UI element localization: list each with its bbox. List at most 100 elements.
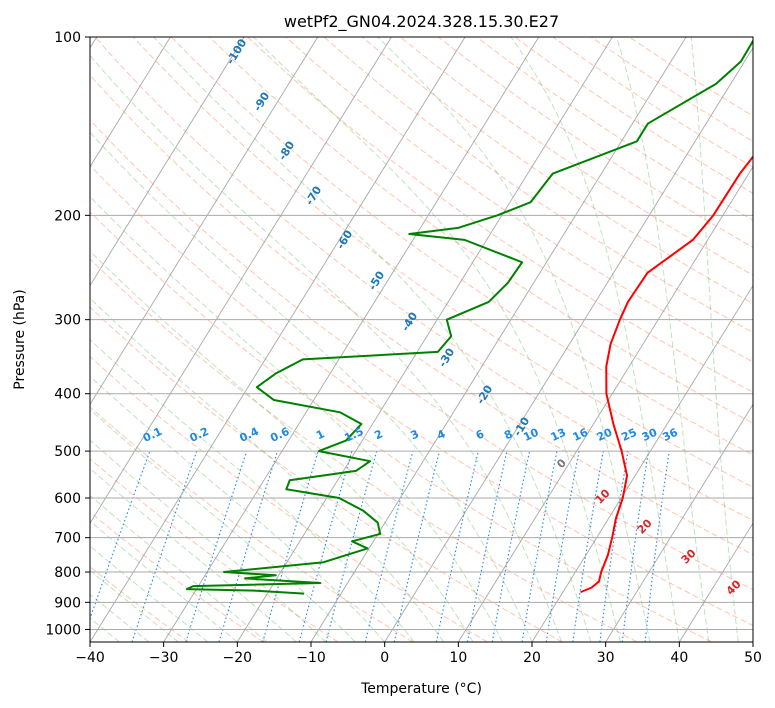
- dry-adiabat-line: [90, 458, 339, 642]
- dry-adiabat-line: [90, 211, 712, 642]
- moist-adiabat-line: [90, 520, 238, 642]
- chart-title: wetPf2_GN04.2024.328.15.30.E27: [284, 12, 559, 32]
- y-tick-label: 500: [54, 444, 81, 460]
- temperature-profile-line: [580, 155, 753, 594]
- x-axis: −40 −30 −20 −10 0 10 20 30 40 50: [75, 642, 762, 666]
- moist-adiabat-line: [510, 37, 680, 642]
- mixing-ratio-label: 10: [521, 426, 541, 444]
- x-axis-title: Temperature (°C): [360, 681, 482, 697]
- mixing-ratio-label: 0.1: [141, 425, 164, 445]
- y-tick-label: 700: [54, 531, 81, 547]
- isotherms: [90, 37, 753, 642]
- moist-adiabat-label: 0: [554, 456, 569, 471]
- mixing-ratio-line: [325, 450, 378, 642]
- mixing-ratio-line: [298, 450, 353, 642]
- isotherm-line: [678, 522, 753, 642]
- mixing-ratio-line: [621, 451, 650, 642]
- y-tick-label: 600: [54, 491, 81, 507]
- y-axis: 100 200 300 400 500 600 700 800 900 1000: [45, 30, 90, 638]
- moist-adiabat-line: [90, 54, 562, 642]
- y-tick-label: 100: [54, 30, 81, 46]
- isotherm-line: [752, 641, 753, 642]
- moist-adiabat-line: [90, 297, 445, 642]
- dry-adiabat-line: [438, 37, 753, 248]
- isobars: [90, 37, 753, 630]
- dry-adiabat-line: [90, 306, 563, 642]
- mixing-ratio-label: 1.5: [342, 425, 365, 445]
- isotherm-line: [531, 284, 753, 642]
- series-lines: [185, 39, 753, 595]
- isotherm-line: [605, 403, 753, 642]
- mixing-ratio-label: 16: [571, 426, 591, 444]
- y-tick-label: 300: [54, 313, 81, 329]
- moist-adiabat-line: [90, 494, 268, 642]
- mixing-ratio-line: [572, 451, 604, 642]
- moist-adiabats: [90, 37, 739, 642]
- isotherm-line: [310, 37, 687, 642]
- moist-adiabat-line: [377, 37, 651, 642]
- dry-adiabat-line: [90, 119, 753, 591]
- mixing-ratio-label: 2: [372, 427, 384, 442]
- dry-adiabat-line: [90, 164, 753, 627]
- x-tick-label: 40: [670, 650, 688, 666]
- moist-adiabat-line: [616, 37, 710, 642]
- mixing-ratio-line: [185, 450, 248, 642]
- isotherm-line: [90, 37, 466, 642]
- moist-adiabat-label: 10: [593, 486, 613, 506]
- mixing-ratio-line: [644, 451, 670, 642]
- y-tick-label: 900: [54, 595, 81, 611]
- mixing-ratio-line: [599, 451, 629, 642]
- isotherm-label: -50: [366, 269, 388, 293]
- moist-adiabat-line: [253, 37, 621, 642]
- moist-adiabat-line: [90, 545, 209, 642]
- x-tick-label: −20: [223, 650, 253, 666]
- mixing-ratio-label: 0.2: [188, 425, 211, 445]
- moist-adiabat-label: 30: [679, 546, 699, 566]
- dry-adiabat-line: [247, 37, 753, 393]
- x-tick-label: 20: [523, 650, 541, 666]
- isotherm-label: -80: [276, 139, 298, 163]
- moist-adiabat-line: [90, 250, 474, 642]
- moist-adiabat-line: [153, 37, 592, 642]
- moist-adiabat-label: 40: [724, 577, 744, 597]
- dry-adiabat-line: [90, 74, 753, 556]
- isotherm-line: [90, 37, 319, 406]
- x-tick-label: −30: [149, 650, 179, 666]
- mixing-ratio-label: 4: [435, 427, 448, 442]
- dry-adiabat-line: [323, 37, 753, 334]
- moist-adiabat-line: [90, 408, 356, 642]
- x-tick-label: −10: [296, 650, 326, 666]
- moist-adiabat-line: [90, 338, 415, 642]
- moist-adiabat-line: [90, 569, 179, 642]
- mixing-ratio-label: 30: [640, 426, 660, 444]
- mixing-ratio-line: [131, 450, 198, 642]
- plot-frame: [89, 36, 754, 643]
- moist-adiabat-line: [90, 375, 386, 642]
- isotherm-line: [90, 37, 245, 287]
- y-tick-label: 400: [54, 387, 81, 403]
- isotherm-label: -70: [303, 184, 325, 208]
- x-tick-label: 50: [744, 650, 762, 666]
- isotherm-line: [163, 37, 540, 642]
- mixing-ratio-label: 6: [474, 427, 487, 442]
- moist-adiabat-label: 20: [635, 516, 655, 536]
- plot-area: -100-90-80-70-60-50-40-30-20-100.1 0.2 0.4…: [90, 36, 753, 642]
- y-tick-label: 1000: [45, 622, 81, 638]
- dry-adiabat-line: [171, 37, 753, 456]
- mixing-ratio-lines: [90, 450, 670, 642]
- mixing-ratio-label: 13: [549, 426, 568, 444]
- dry-adiabat-line: [90, 511, 264, 642]
- x-tick-label: 10: [449, 650, 467, 666]
- y-tick-label: 800: [54, 565, 81, 581]
- isotherm-line: [90, 37, 392, 525]
- mixing-ratio-line: [218, 450, 279, 642]
- moist-adiabat-line: [90, 195, 503, 642]
- dry-adiabat-line: [361, 37, 753, 305]
- isotherm-label: -100: [224, 36, 250, 67]
- dry-adiabat-line: [476, 37, 753, 221]
- mixing-ratio-line: [364, 450, 414, 642]
- x-tick-label: −40: [75, 650, 105, 666]
- x-tick-label: 0: [380, 650, 389, 666]
- mixing-ratio-line: [521, 450, 558, 642]
